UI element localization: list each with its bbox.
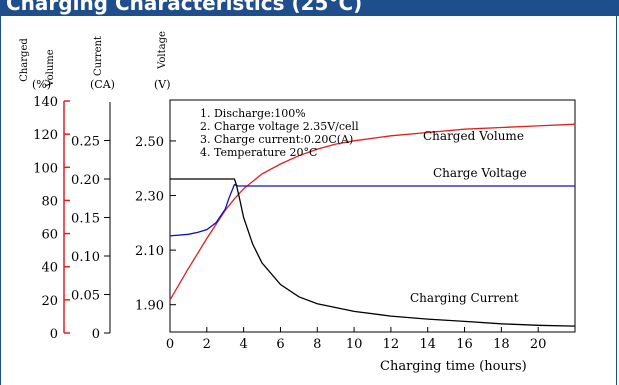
note-3: 3. Charge current:0.20C(A) — [200, 133, 353, 146]
chart-panel — [0, 16, 617, 385]
chart-title: Charging Characteristics (25°C) — [6, 0, 363, 15]
series-line-charged-volume — [169, 123, 576, 301]
series-label-charged-volume: Charged Volume — [423, 129, 524, 143]
x-tick-label: 2 — [203, 337, 211, 352]
volume-tick-label: 20 — [41, 294, 58, 309]
x-tick-label: 10 — [346, 337, 363, 352]
x-tick-label: 20 — [530, 337, 547, 352]
volume-axis-label: Charged — [19, 38, 30, 82]
current-tick-label: 0.25 — [71, 135, 100, 150]
voltage-axis: 1.90 2.10 2.30 2.50 — [135, 135, 176, 314]
current-tick-label: 0.15 — [71, 212, 100, 227]
note-1: 1. Discharge:100% — [200, 107, 306, 120]
note-2: 2. Charge voltage 2.35V/cell — [200, 120, 359, 133]
x-tick-label: 8 — [313, 337, 321, 352]
current-axis-unit: (CA) — [90, 78, 115, 91]
note-4: 4. Temperature 20°C — [200, 146, 317, 159]
current-axis-label: Current — [93, 36, 104, 76]
volume-tick-label: 0 — [50, 327, 58, 342]
current-tick-label: 0 — [92, 327, 100, 342]
x-tick-label: 16 — [456, 337, 473, 352]
current-axis: 0 0.05 0.10 0.15 0.20 0.25 — [71, 102, 111, 342]
volume-tick-label: 120 — [33, 128, 58, 143]
series-label-charging-current: Charging Current — [410, 291, 519, 305]
series-label-charge-voltage: Charge Voltage — [433, 166, 527, 180]
volume-axis: 0 20 40 60 80 100 120 140 — [33, 95, 70, 342]
x-tick-label: 0 — [166, 337, 174, 352]
voltage-tick-label: 2.30 — [135, 190, 164, 205]
volume-axis-label-2: Volume — [45, 49, 56, 87]
voltage-tick-label: 1.90 — [135, 299, 164, 314]
x-tick-label: 4 — [239, 337, 247, 352]
x-tick-label: 12 — [383, 337, 400, 352]
voltage-tick-label: 2.50 — [135, 135, 164, 150]
plot-frame — [169, 99, 576, 333]
current-tick-label: 0.20 — [71, 173, 100, 188]
x-axis-label: Charging time (hours) — [380, 359, 527, 374]
volume-tick-label: 140 — [33, 95, 58, 110]
series-line-charging-current — [170, 178, 576, 327]
current-tick-label: 0.05 — [71, 289, 100, 304]
header-bar: Charging Characteristics (25°C) — [0, 0, 619, 16]
voltage-axis-unit: (V) — [154, 78, 171, 91]
series-layer — [169, 123, 576, 327]
current-tick-label: 0.10 — [71, 250, 100, 265]
x-tick-label: 14 — [419, 337, 436, 352]
volume-axis-unit: (%) — [32, 78, 51, 91]
volume-tick-label: 80 — [41, 194, 58, 209]
volume-tick-label: 60 — [41, 228, 58, 243]
x-axis: 0 2 4 6 8 10 12 14 16 18 20 — [166, 327, 547, 352]
x-tick-label: 18 — [493, 337, 510, 352]
volume-tick-label: 100 — [33, 161, 58, 176]
x-tick-label: 6 — [276, 337, 284, 352]
voltage-tick-label: 2.10 — [135, 244, 164, 259]
volume-tick-label: 40 — [41, 261, 58, 276]
series-line-charge-voltage — [169, 183, 575, 237]
voltage-axis-label: Voltage — [157, 31, 168, 70]
